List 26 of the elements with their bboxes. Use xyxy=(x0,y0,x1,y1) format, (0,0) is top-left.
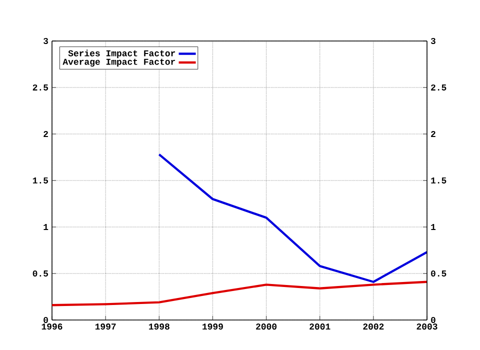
line-series xyxy=(52,280,428,306)
y2-tick-label: 2.5 xyxy=(431,84,446,91)
y2-tick-label: 3 xyxy=(430,38,436,44)
y2-tick-label: 1.5 xyxy=(431,178,446,184)
x-tick-label: 2000 xyxy=(256,324,277,330)
x-tick-label: 2003 xyxy=(416,324,438,330)
line-series xyxy=(158,153,428,283)
y2-tick-label: 2 xyxy=(431,130,436,137)
y-tick-label: 1 xyxy=(44,224,48,230)
y-tick-label: 1.5 xyxy=(32,178,48,184)
y2-tick-label: 0.5 xyxy=(431,270,446,277)
x-tick-label: 1998 xyxy=(148,324,170,330)
x-tick-label: 2001 xyxy=(310,324,330,330)
legend-label: Series Impact Factor xyxy=(68,50,176,58)
y-tick-label: 0 xyxy=(44,316,48,324)
y-tick-label: 0.5 xyxy=(32,270,48,277)
y2-tick-label: 1 xyxy=(431,224,436,230)
y-tick-label: 2.5 xyxy=(32,84,48,91)
y-tick-label: 3 xyxy=(44,38,48,44)
x-tick-label: 1999 xyxy=(202,324,223,330)
y-tick-label: 2 xyxy=(44,130,48,137)
x-tick-label: 1997 xyxy=(95,324,116,330)
legend-label: Average Impact Factor xyxy=(62,58,176,67)
x-tick-label: 2002 xyxy=(363,324,384,330)
y2-tick-label: 0 xyxy=(431,316,436,324)
x-tick-label: 1996 xyxy=(42,324,62,330)
